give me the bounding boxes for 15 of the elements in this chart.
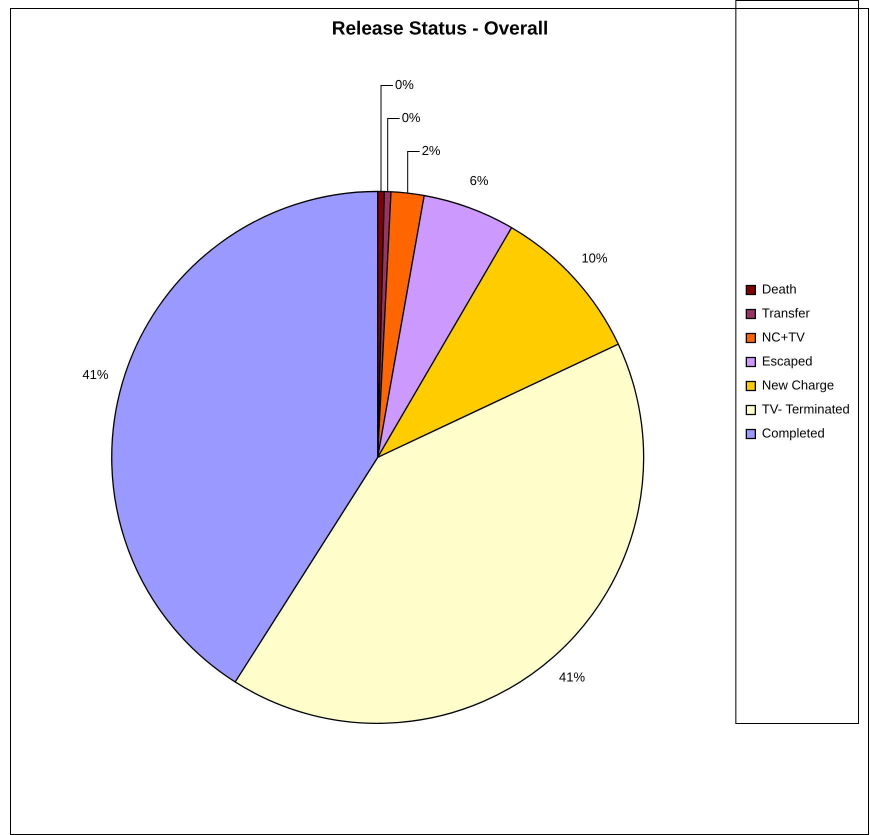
- data-label: 0%: [402, 110, 421, 126]
- data-label: 10%: [581, 250, 608, 266]
- data-label: 0%: [395, 77, 414, 92]
- data-label: 41%: [82, 366, 109, 382]
- data-label: 6%: [470, 173, 489, 188]
- chart-title: Release Status - Overall: [332, 18, 548, 40]
- legend-label: NC+TV: [762, 330, 806, 345]
- data-label: 41%: [559, 669, 586, 684]
- legend-label: New Charge: [762, 378, 834, 393]
- legend-label: Death: [762, 282, 797, 297]
- legend-label: TV- Terminated: [762, 402, 850, 417]
- data-label: 2%: [422, 143, 441, 158]
- legend-label: Escaped: [762, 354, 812, 369]
- legend-label: Completed: [762, 426, 825, 441]
- legend-label: Transfer: [762, 306, 810, 321]
